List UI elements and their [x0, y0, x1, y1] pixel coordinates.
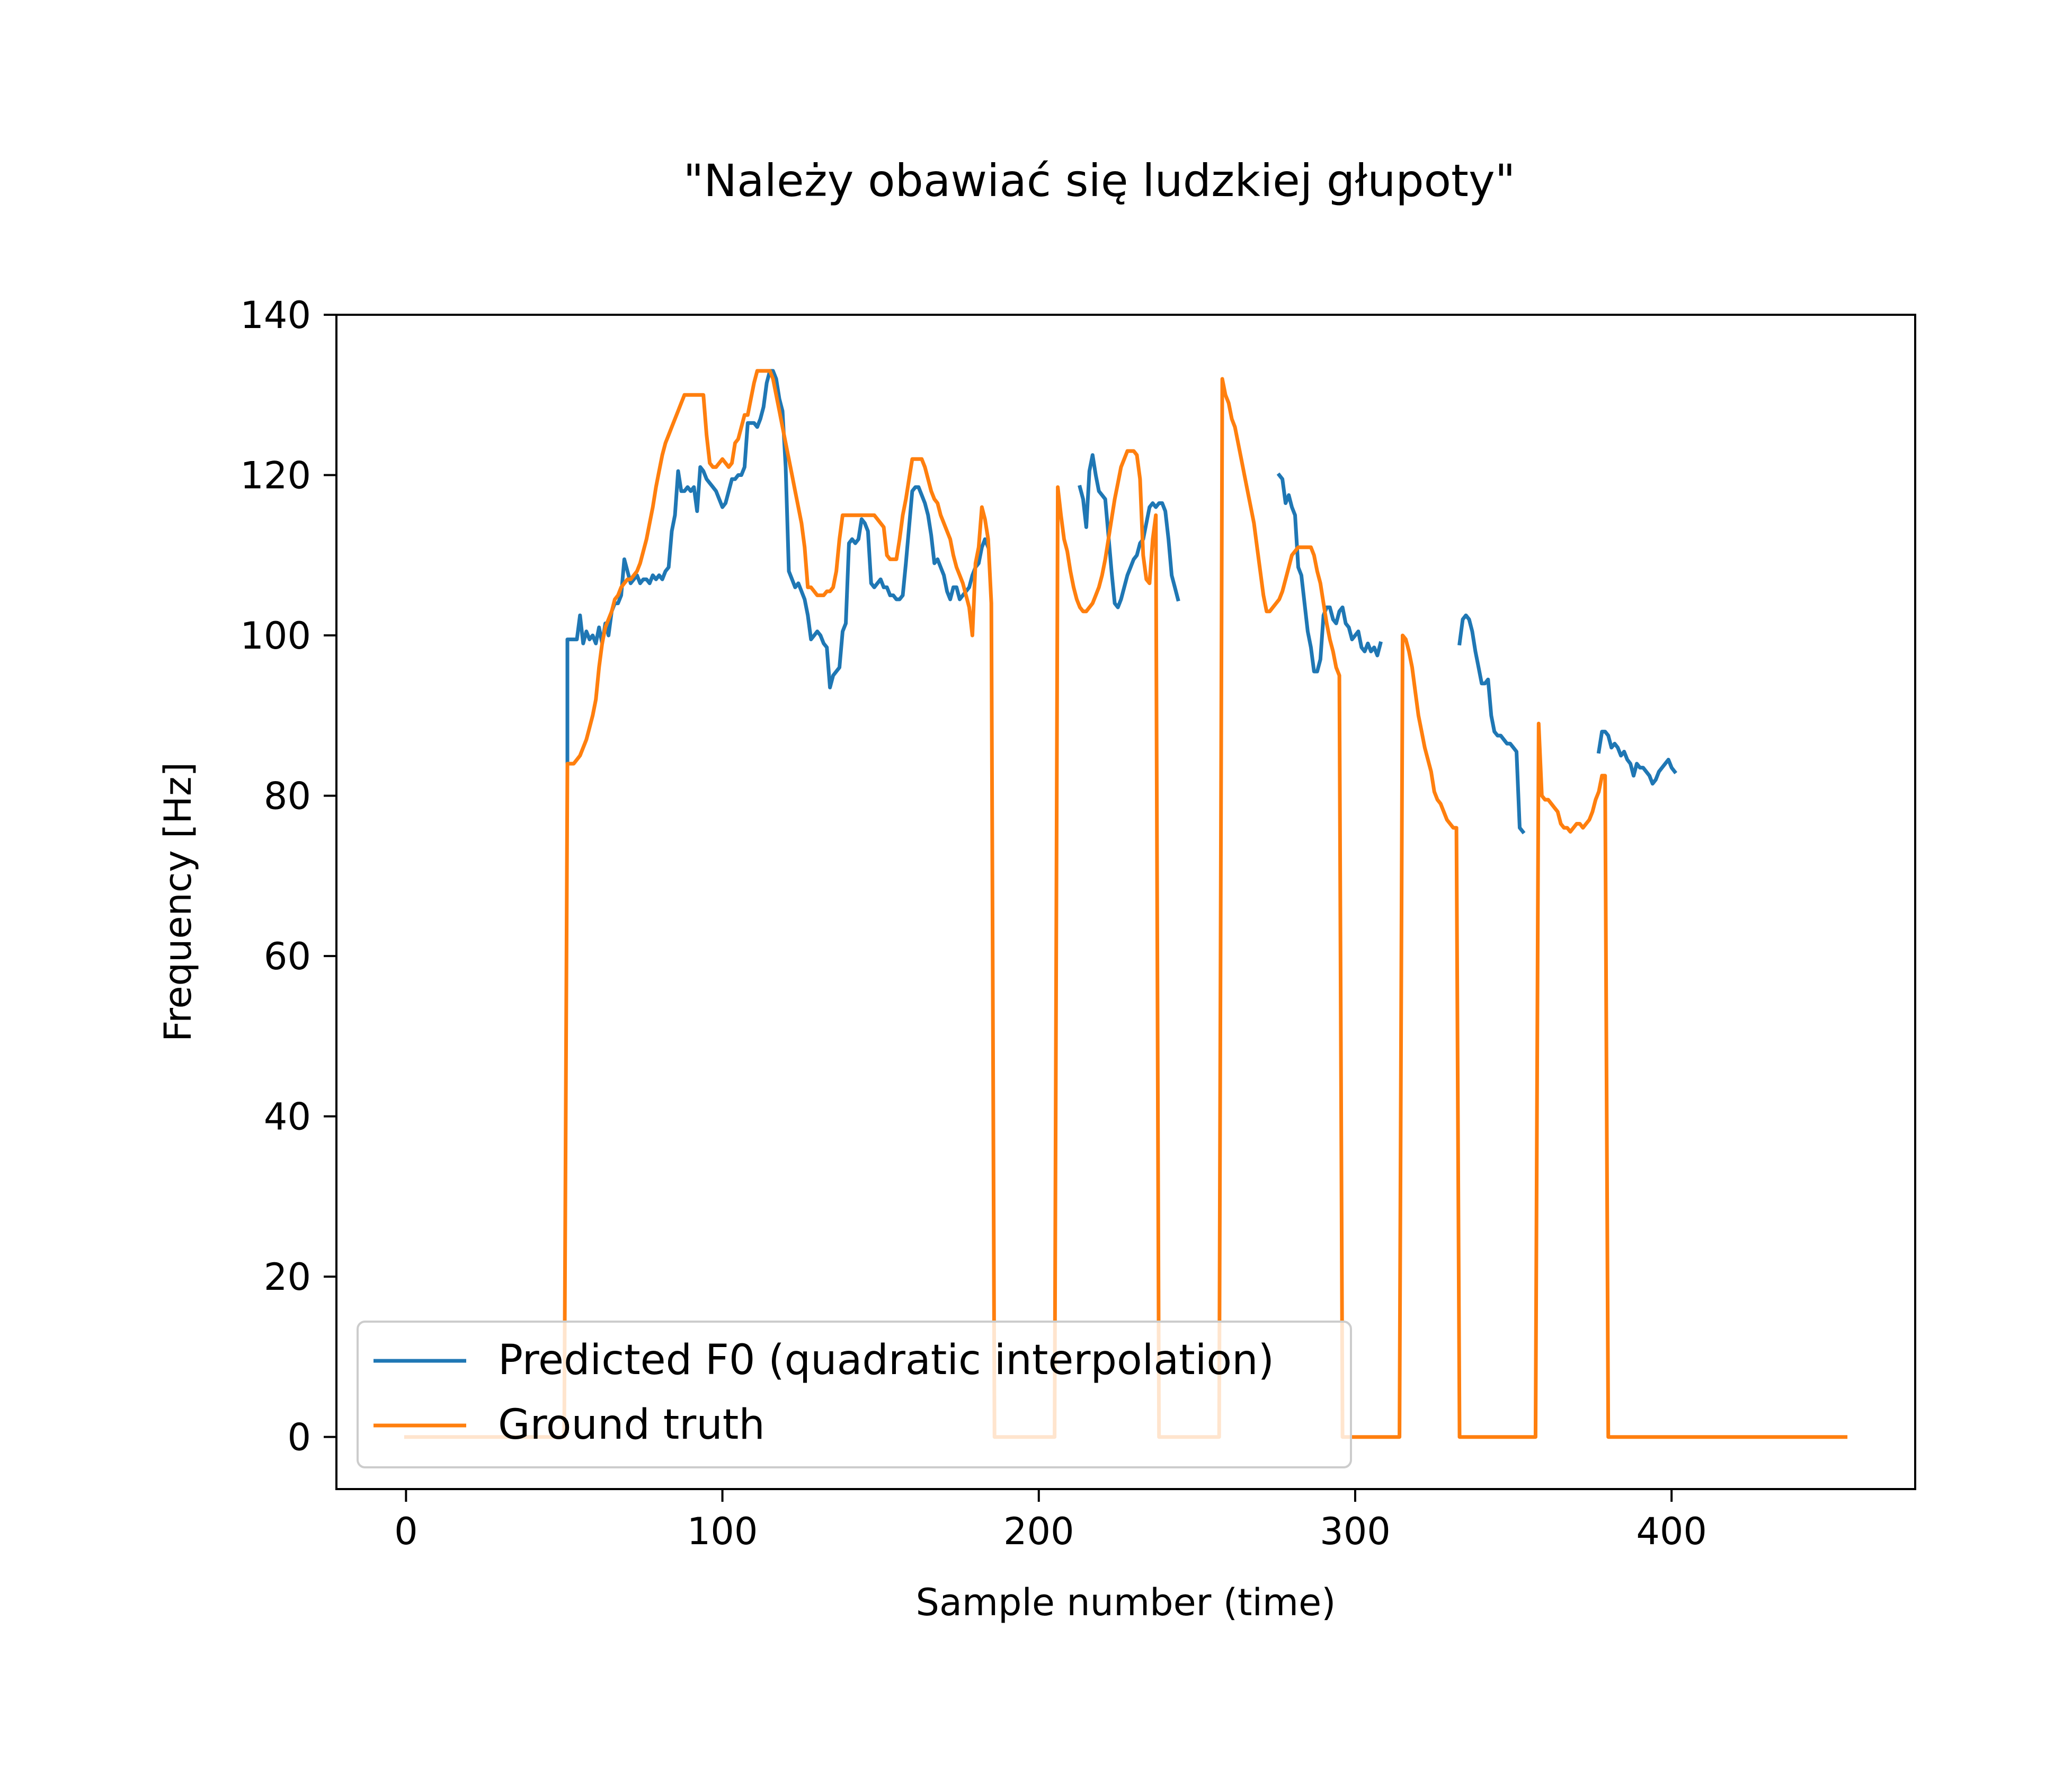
legend: Predicted F0 (quadratic interpolation) G… [357, 1321, 1352, 1468]
y-tick-label-100: 100 [240, 614, 311, 658]
series-predicted-segment-5 [1596, 730, 1678, 786]
plot-area [404, 369, 1848, 1439]
y-tick-label-40: 40 [264, 1095, 311, 1139]
y-axis-label: Frequency [Hz] [156, 762, 200, 1042]
x-tick-label-200: 200 [1003, 1510, 1074, 1553]
series-predicted-segment-1 [565, 369, 991, 766]
legend-label-predicted: Predicted F0 (quadratic interpolation) [498, 1336, 1274, 1384]
series-layer [404, 369, 1848, 1439]
legend-box [357, 1321, 1352, 1468]
series-predicted-segment-4 [1457, 613, 1526, 835]
x-tick-label-400: 400 [1636, 1510, 1707, 1553]
x-tick-label-300: 300 [1320, 1510, 1391, 1553]
y-tick-label-0: 0 [287, 1416, 311, 1459]
plot-frame [335, 314, 1916, 1490]
series-predicted-segment-3 [1276, 472, 1383, 674]
y-tick-label-80: 80 [264, 775, 311, 818]
x-tick-label-100: 100 [687, 1510, 758, 1553]
y-tick-label-140: 140 [240, 294, 311, 337]
y-tick-label-20: 20 [264, 1255, 311, 1299]
series-ground-truth-line [404, 369, 1848, 1439]
x-tick-label-0: 0 [394, 1510, 418, 1553]
series-predicted-segment-2 [1078, 453, 1180, 609]
y-axis: 0 20 40 60 80 100 120 140 [240, 294, 336, 1459]
x-axis: 0 100 200 300 400 [394, 1489, 1707, 1553]
chart-title: "Należy obawiać się ludzkiej głupoty" [683, 155, 1516, 207]
y-tick-label-120: 120 [240, 454, 311, 498]
x-axis-label: Sample number (time) [916, 1581, 1336, 1624]
y-tick-label-60: 60 [264, 935, 311, 978]
legend-label-ground-truth: Ground truth [498, 1401, 765, 1449]
